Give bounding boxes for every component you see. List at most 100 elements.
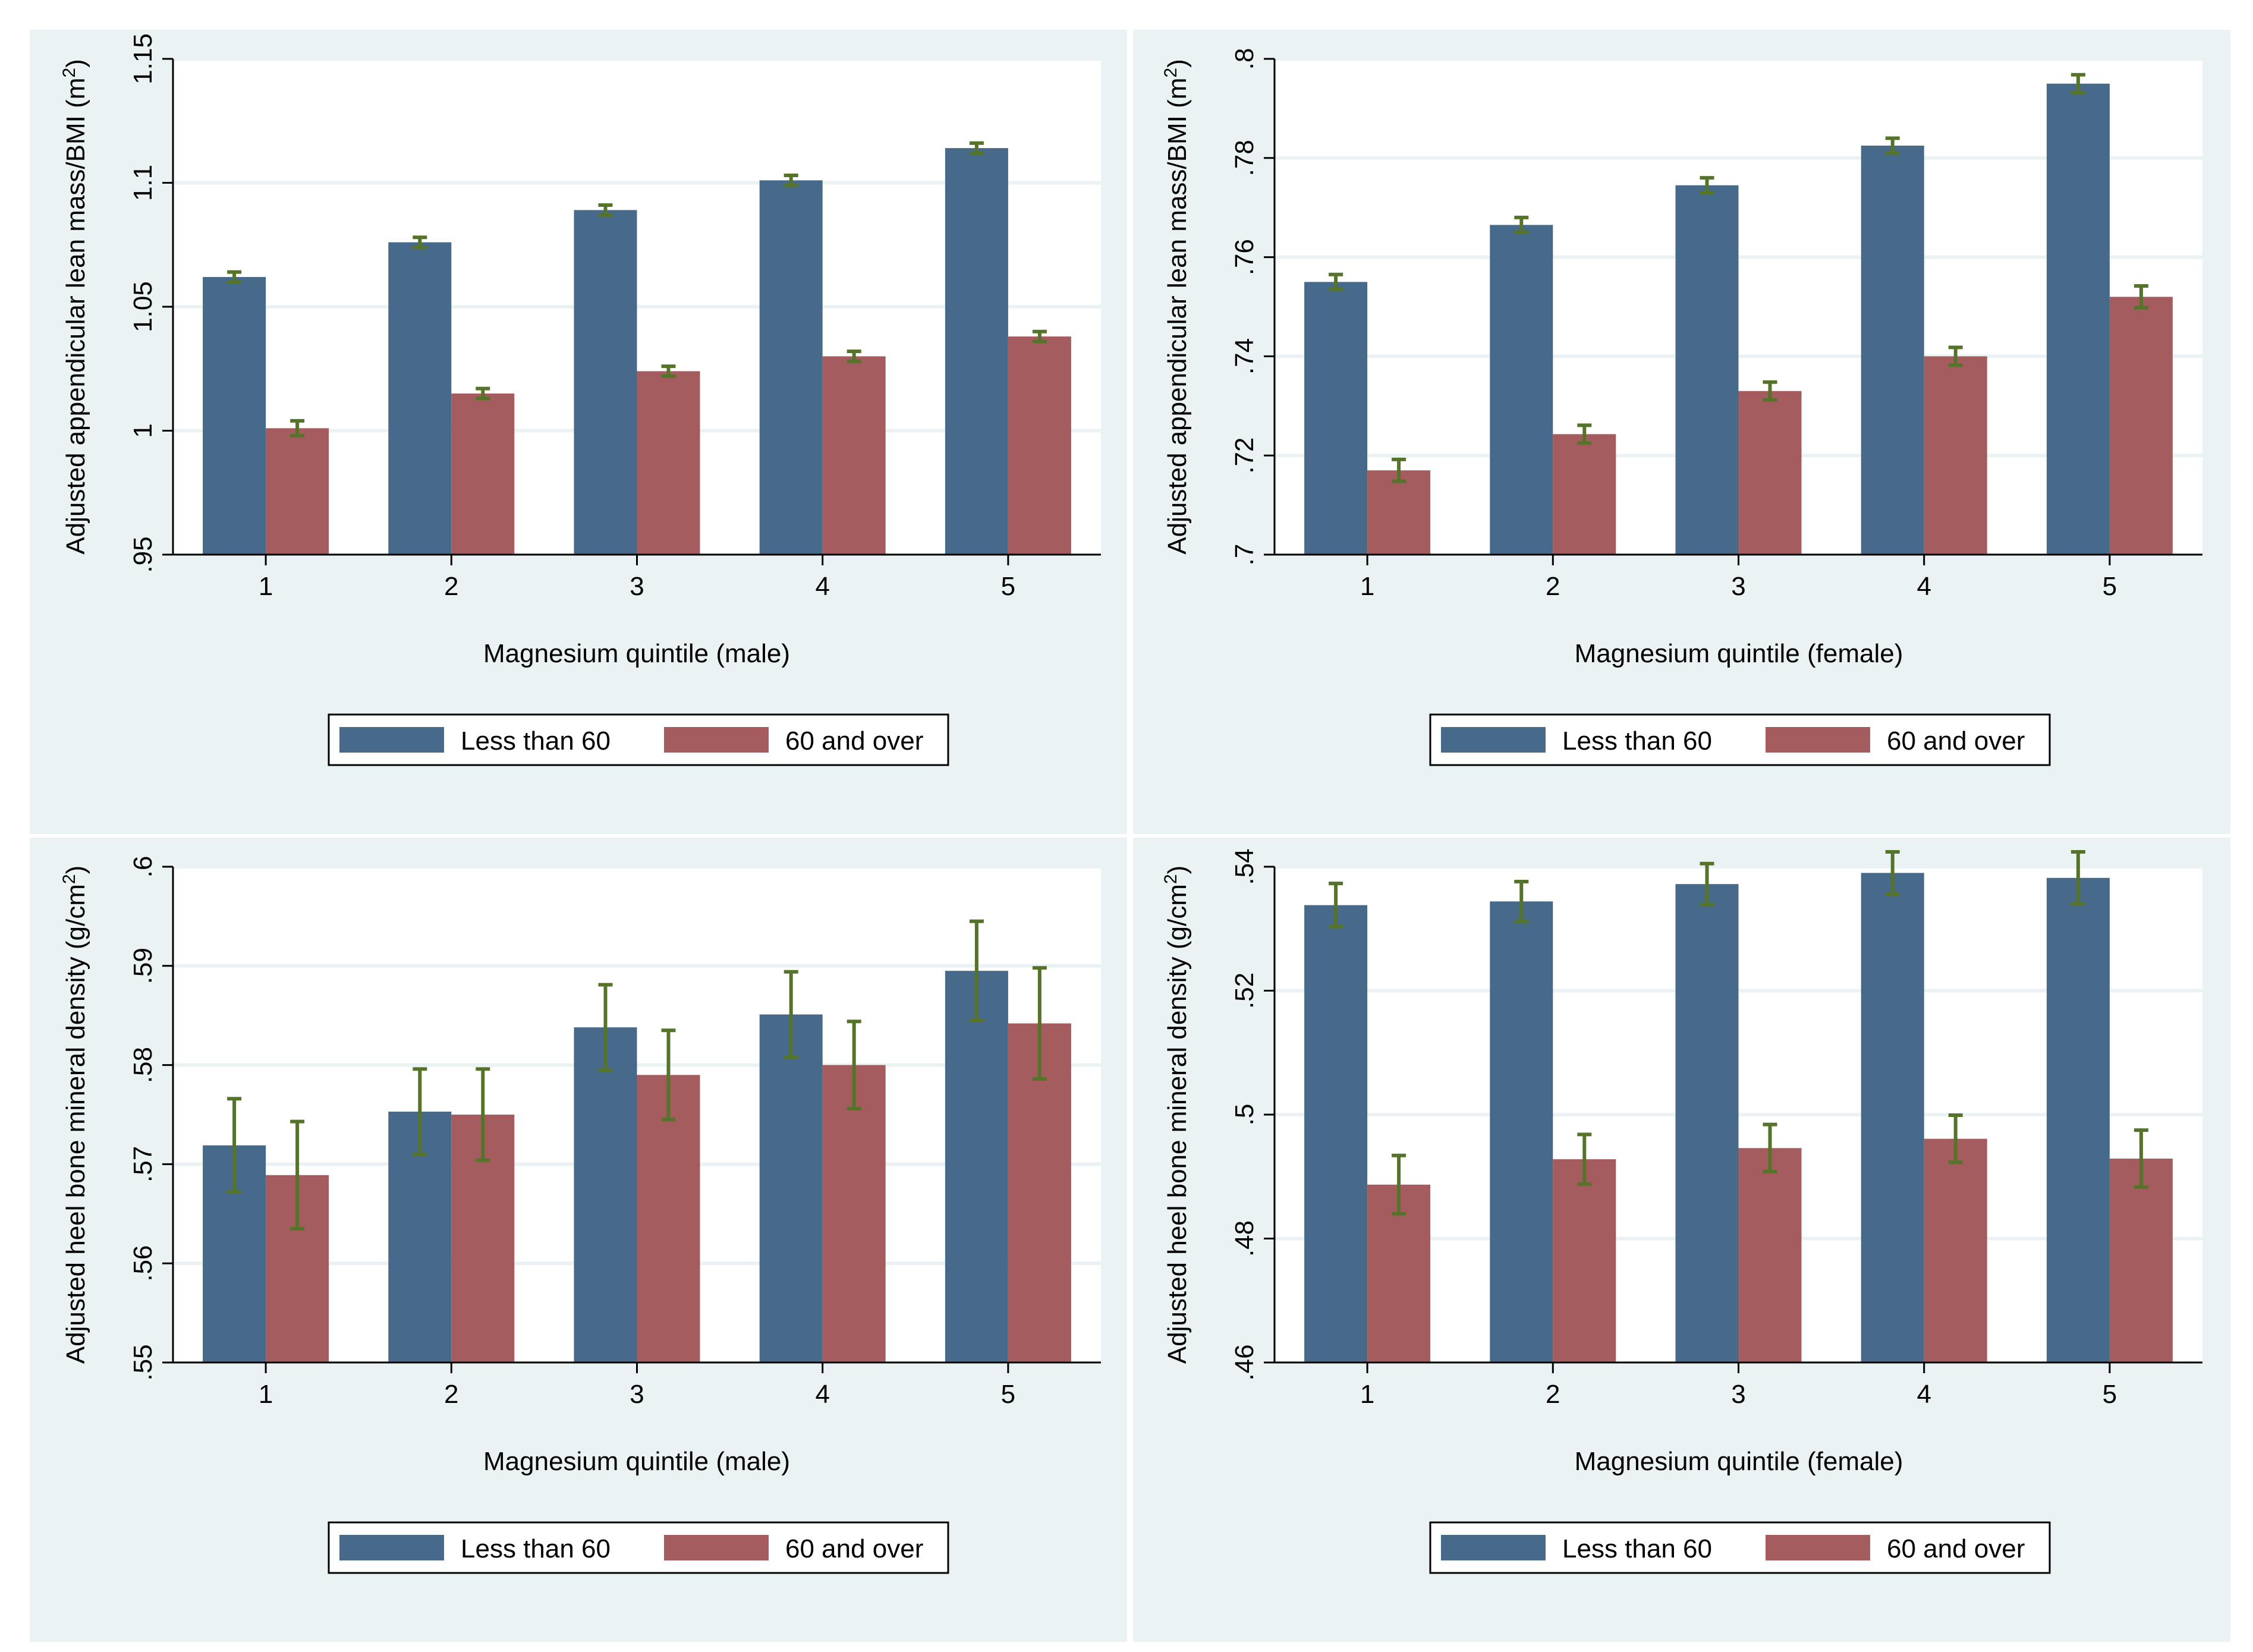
error-bar-60-and-over-q3 <box>661 364 676 378</box>
x-axis-title: Magnesium quintile (female) <box>1575 1447 1903 1476</box>
bar-60-and-over-q2 <box>451 393 515 555</box>
x-tick-label: 5 <box>1001 572 1015 601</box>
x-tick-label: 3 <box>1731 572 1745 601</box>
bar-less-than-60-q3 <box>574 210 637 555</box>
bar-60-and-over-q3 <box>637 371 700 555</box>
bar-60-and-over-q3 <box>1738 391 1802 555</box>
chart-panel-lean-mass-male: .95 1 1.05 1.1 1.15 1 2 3 4 5 Magnesium quintile… <box>30 30 1127 834</box>
legend-swatch-60-and-over <box>1766 1535 1870 1560</box>
bar-less-than-60-q5 <box>2046 877 2110 1362</box>
y-tick-label: .76 <box>1230 239 1259 275</box>
x-tick-label: 4 <box>1917 1380 1931 1409</box>
error-bar-less-than-60-q5 <box>2071 73 2085 95</box>
y-axis-title-superscript: 2 <box>1161 874 1181 884</box>
y-tick-label: .46 <box>1230 1344 1259 1380</box>
y-ticks: .46 .48 .5 .52 .54 <box>1230 848 1275 1381</box>
chart-panel-bmd-male: .55 .56 .57 .58 .59 .6 1 2 3 4 5 Magnesium quinti… <box>30 838 1127 1642</box>
error-bars <box>1329 73 2148 483</box>
y-axis-title-close: ) <box>1163 866 1192 874</box>
error-bar-60-and-over-q1 <box>290 418 305 438</box>
legend: Less than 60 60 and over <box>1429 713 2051 766</box>
bars <box>1304 83 2173 555</box>
x-tick-label: 5 <box>2103 1380 2117 1409</box>
y-axis-title-main: Adjusted heel bone mineral density (g/cm <box>61 884 90 1364</box>
error-bar-less-than-60-q2 <box>1514 215 1529 234</box>
bar-less-than-60-q5 <box>2046 83 2110 555</box>
bar-60-and-over-q5 <box>1008 336 1071 555</box>
legend-swatch-60-and-over <box>664 727 769 753</box>
x-tick-label: 5 <box>2103 572 2117 601</box>
y-tick-label: .95 <box>128 536 158 572</box>
x-tick-label: 4 <box>1917 572 1931 601</box>
y-ticks: .55 .56 .57 .58 .59 .6 <box>128 856 173 1381</box>
legend-label-60-and-over: 60 and over <box>785 726 923 756</box>
error-bar-60-and-over-q5 <box>1032 329 1047 344</box>
error-bar-less-than-60-q3 <box>598 983 613 1072</box>
error-bars <box>227 919 1047 1231</box>
bars <box>203 148 1071 555</box>
y-tick-label: 1 <box>128 423 158 438</box>
error-bar-less-than-60-q2 <box>413 1067 427 1156</box>
error-bar-less-than-60-q5 <box>2071 849 2085 906</box>
y-tick-label: .8 <box>1230 48 1259 70</box>
bar-less-than-60-q3 <box>574 1027 637 1362</box>
error-bar-less-than-60-q5 <box>969 919 984 1022</box>
y-axis-title-main: Adjusted appendicular lean mass/BMI (m <box>61 78 90 555</box>
error-bar-less-than-60-q1 <box>1329 272 1343 291</box>
y-tick-label: 1.15 <box>128 33 158 84</box>
bar-60-and-over-q5 <box>2109 297 2173 555</box>
error-bar-less-than-60-q1 <box>227 270 242 284</box>
legend-label-less-than-60: Less than 60 <box>461 1534 611 1563</box>
error-bar-less-than-60-q4 <box>783 173 798 187</box>
x-axis-title: Magnesium quintile (female) <box>1575 639 1903 668</box>
error-bar-less-than-60-q4 <box>783 970 798 1059</box>
legend-swatch-less-than-60 <box>339 1535 444 1560</box>
y-tick-label: .48 <box>1230 1220 1259 1257</box>
legend-label-60-and-over: 60 and over <box>1887 726 2025 756</box>
x-tick-label: 2 <box>444 1380 458 1409</box>
error-bar-60-and-over-q5 <box>2134 1128 2148 1189</box>
bar-60-and-over-q5 <box>2109 1159 2173 1362</box>
y-axis-title-close: ) <box>1163 59 1192 68</box>
bars <box>203 971 1071 1362</box>
error-bars <box>227 141 1047 438</box>
legend-label-less-than-60: Less than 60 <box>1562 1534 1712 1563</box>
x-tick-label: 3 <box>1731 1380 1745 1409</box>
y-tick-label: .74 <box>1230 338 1259 375</box>
error-bar-60-and-over-q3 <box>661 1028 676 1122</box>
legend: Less than 60 60 and over <box>1429 1521 2051 1574</box>
bar-less-than-60-q4 <box>1861 873 1924 1362</box>
bar-less-than-60-q4 <box>759 1014 823 1362</box>
legend-label-less-than-60: Less than 60 <box>1562 726 1712 756</box>
bar-less-than-60-q5 <box>945 148 1008 555</box>
bar-60-and-over-q1 <box>266 428 329 555</box>
error-bar-less-than-60-q1 <box>1329 882 1343 929</box>
error-bar-60-and-over-q4 <box>847 1019 861 1110</box>
legend-swatch-60-and-over <box>664 1535 769 1560</box>
legend-box <box>328 713 949 766</box>
y-tick-label: .78 <box>1230 140 1259 176</box>
legend: Less than 60 60 and over <box>328 713 949 766</box>
y-tick-label: .5 <box>1230 1104 1259 1126</box>
x-ticks: 1 2 3 4 5 <box>1360 555 2117 601</box>
bar-less-than-60-q1 <box>1304 905 1368 1362</box>
error-bar-less-than-60-q3 <box>598 203 613 217</box>
chart-panel-lean-mass-female: .7 .72 .74 .76 .78 .8 1 2 3 4 5 Magnesium quintil… <box>1133 30 2230 834</box>
error-bars <box>1329 849 2148 1216</box>
error-bar-less-than-60-q2 <box>413 235 427 249</box>
y-tick-label: .57 <box>128 1146 158 1182</box>
x-tick-label: 1 <box>1360 1380 1374 1409</box>
x-tick-label: 1 <box>259 572 273 601</box>
y-tick-label: .59 <box>128 948 158 984</box>
y-ticks: .95 1 1.05 1.1 1.15 <box>128 33 173 573</box>
error-bar-60-and-over-q5 <box>2134 284 2148 310</box>
error-bar-60-and-over-q4 <box>1948 345 1963 367</box>
x-axis-title: Magnesium quintile (male) <box>483 639 790 668</box>
bar-less-than-60-q1 <box>1304 282 1368 555</box>
bar-less-than-60-q2 <box>1490 225 1553 555</box>
y-axis-title-superscript: 2 <box>59 874 79 884</box>
legend-label-less-than-60: Less than 60 <box>461 726 611 756</box>
y-axis-title: Adjusted appendicular lean mass/BMI (m2) <box>59 59 90 555</box>
error-bar-less-than-60-q3 <box>1700 176 1714 195</box>
error-bar-less-than-60-q4 <box>1885 136 1900 155</box>
